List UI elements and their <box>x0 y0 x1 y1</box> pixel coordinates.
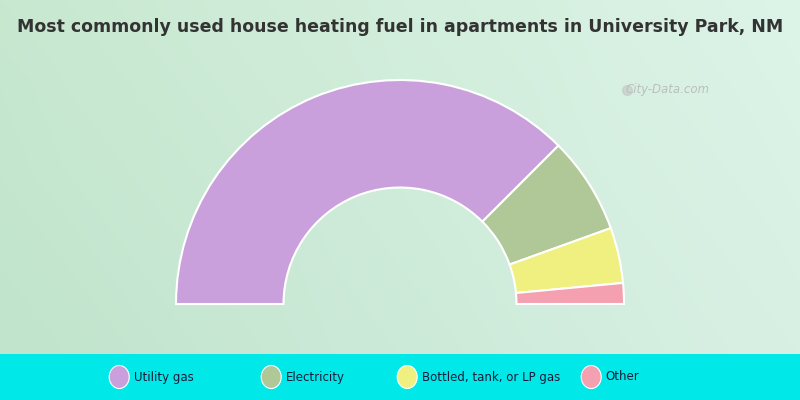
Ellipse shape <box>397 366 418 388</box>
Text: Most commonly used house heating fuel in apartments in University Park, NM: Most commonly used house heating fuel in… <box>17 18 783 36</box>
FancyBboxPatch shape <box>0 354 800 400</box>
Ellipse shape <box>581 366 602 388</box>
Text: Electricity: Electricity <box>286 370 345 384</box>
Wedge shape <box>176 80 558 304</box>
Wedge shape <box>516 283 624 304</box>
Text: Other: Other <box>606 370 639 384</box>
Text: Bottled, tank, or LP gas: Bottled, tank, or LP gas <box>422 370 560 384</box>
Ellipse shape <box>261 366 282 388</box>
Ellipse shape <box>109 366 129 388</box>
Wedge shape <box>482 146 610 264</box>
Wedge shape <box>510 228 623 293</box>
Text: City-Data.com: City-Data.com <box>626 84 710 96</box>
Text: Utility gas: Utility gas <box>134 370 194 384</box>
